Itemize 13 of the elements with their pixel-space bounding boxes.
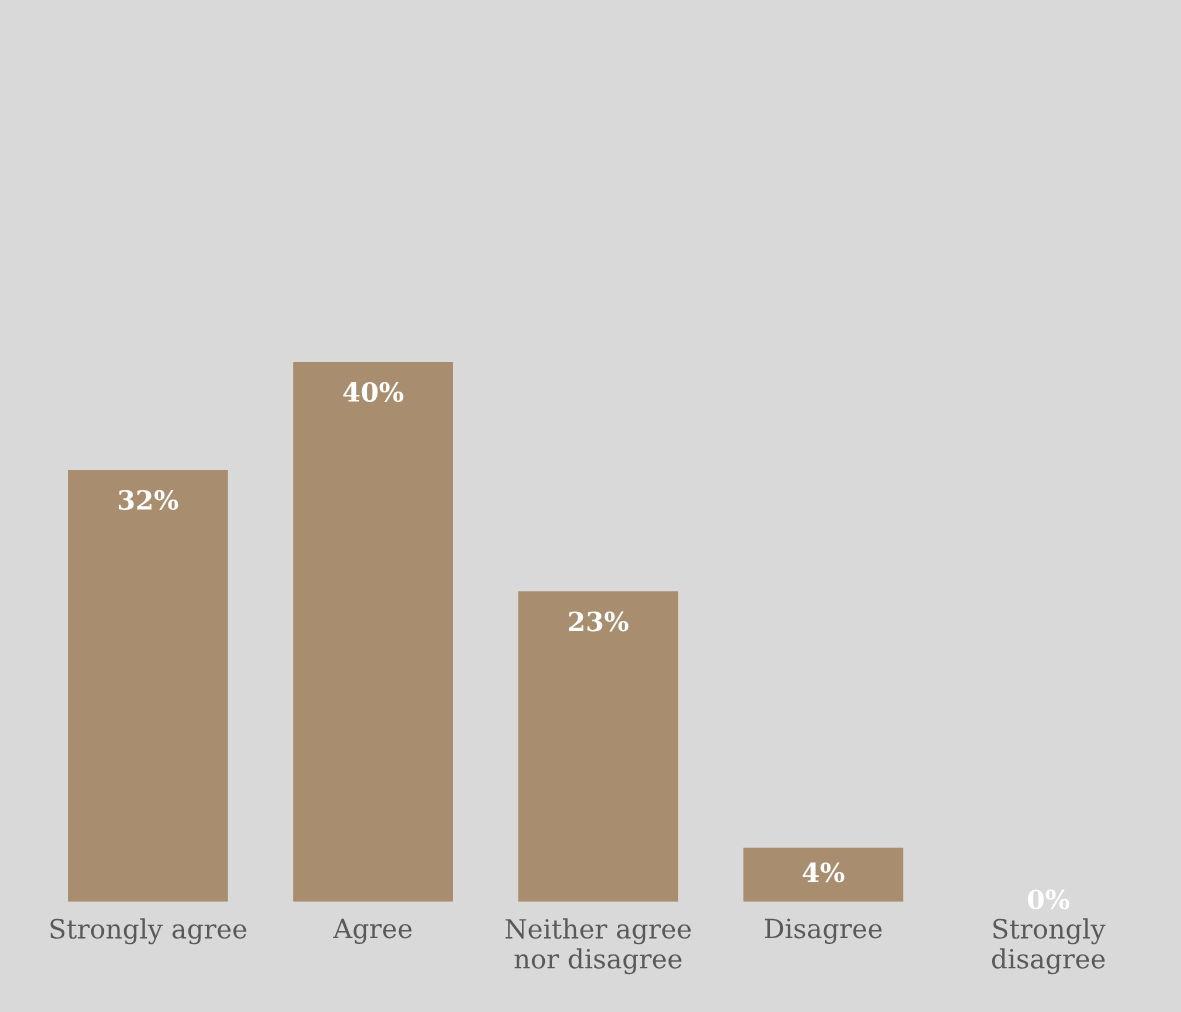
bar [293, 361, 453, 902]
x-tick-label: Agree [333, 918, 412, 944]
x-tick-label: Strongly disagree [992, 918, 1106, 975]
bar [743, 847, 904, 902]
data-label: 40% [343, 382, 404, 402]
bar [518, 591, 679, 902]
bar [68, 469, 228, 902]
x-tick-label: Strongly agree [50, 918, 247, 945]
x-tick-label: Neither agree nor disagree [505, 918, 691, 975]
data-label: 4% [802, 862, 845, 883]
data-label: 23% [569, 611, 629, 632]
data-label: 32% [118, 489, 179, 510]
x-tick-label: Disagree [764, 918, 882, 944]
